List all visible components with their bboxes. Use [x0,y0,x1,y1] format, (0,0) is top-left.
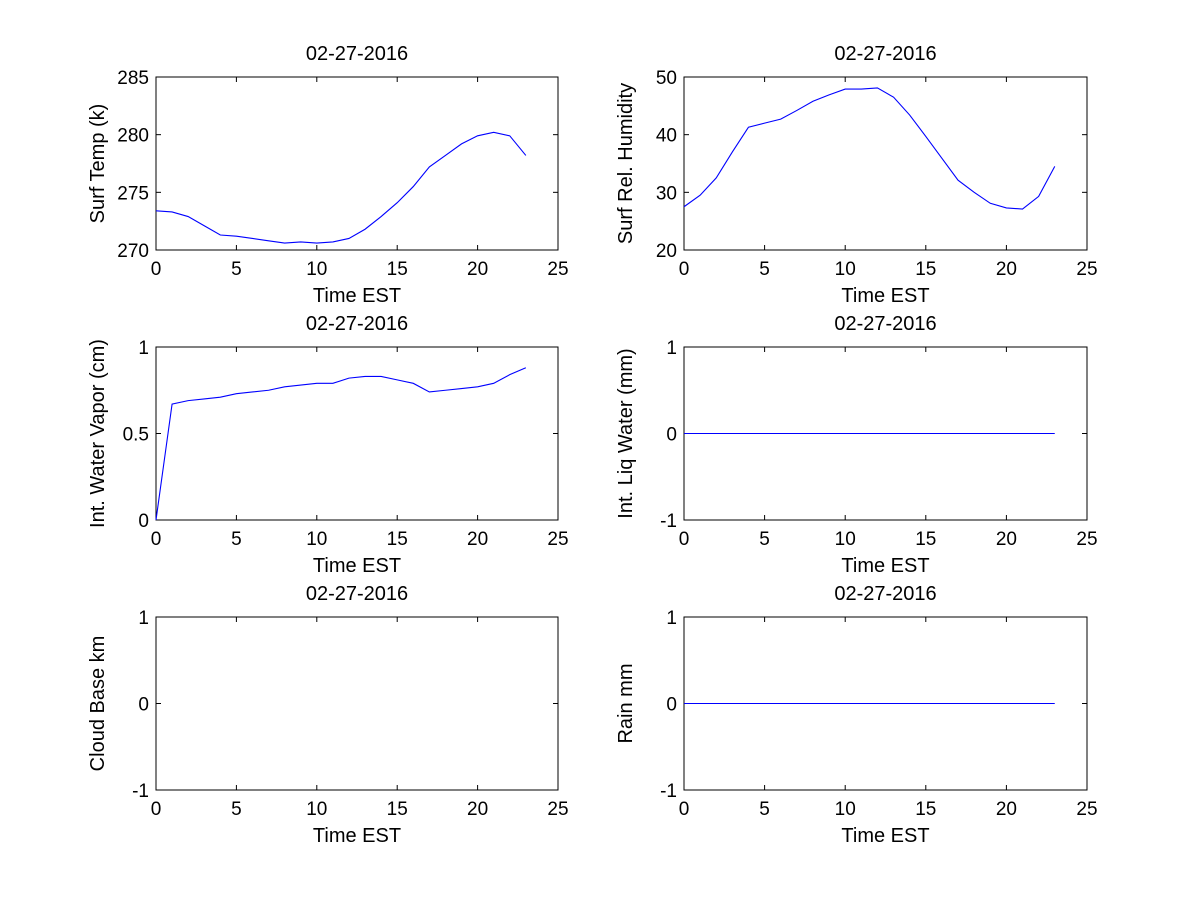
chart-title: 02-27-2016 [306,583,408,605]
chart-title: 02-27-2016 [306,313,408,335]
y-tick-label: 1 [666,608,677,629]
y-tick-label: 0 [666,695,677,716]
y-tick-label: -1 [660,511,677,532]
y-axis-label: Rain mm [615,663,637,743]
x-axis-label: Time EST [841,825,929,847]
y-tick-label: 0 [666,425,677,446]
axes-frame [155,616,559,791]
y-tick-label: 0.5 [123,425,149,446]
x-tick-label: 25 [547,259,568,280]
x-tick-label: 0 [679,529,690,550]
x-tick-label: 10 [306,259,327,280]
x-tick-label: 20 [996,799,1017,820]
x-tick-label: 5 [231,799,242,820]
axes-frame [155,346,559,521]
x-tick-label: 10 [835,259,856,280]
y-tick-label: -1 [132,781,149,802]
x-tick-label: 10 [306,529,327,550]
x-tick-label: 10 [835,799,856,820]
x-tick-label: 0 [151,529,162,550]
y-tick-label: -1 [660,781,677,802]
x-tick-label: 5 [759,799,770,820]
y-tick-label: 1 [138,338,149,359]
y-tick-label: 0 [138,511,149,532]
y-tick-label: 0 [138,695,149,716]
y-tick-label: 280 [117,126,149,147]
y-axis-label: Int. Water Vapor (cm) [87,339,109,528]
chart-title: 02-27-2016 [834,43,936,65]
x-tick-label: 0 [679,799,690,820]
x-tick-label: 5 [759,259,770,280]
x-tick-label: 15 [915,529,936,550]
x-tick-label: 15 [387,529,408,550]
y-tick-label: 275 [117,183,149,204]
y-tick-label: 40 [656,126,677,147]
x-tick-label: 0 [151,259,162,280]
x-tick-label: 5 [231,529,242,550]
x-axis-label: Time EST [313,825,401,847]
x-tick-label: 10 [835,529,856,550]
x-tick-label: 15 [915,799,936,820]
x-tick-label: 5 [231,259,242,280]
x-tick-label: 20 [996,529,1017,550]
y-axis-label: Surf Rel. Humidity [615,83,637,244]
x-tick-label: 20 [467,799,488,820]
y-tick-label: 20 [656,241,677,262]
series-line [155,367,527,521]
x-tick-label: 0 [679,259,690,280]
x-tick-label: 25 [1076,259,1097,280]
y-tick-label: 30 [656,183,677,204]
y-tick-label: 1 [138,608,149,629]
x-tick-label: 25 [547,529,568,550]
x-tick-label: 15 [387,259,408,280]
y-tick-label: 1 [666,338,677,359]
chart-title: 02-27-2016 [834,313,936,335]
x-tick-label: 20 [467,259,488,280]
y-tick-label: 270 [117,241,149,262]
x-tick-label: 25 [1076,529,1097,550]
subplot-1: 0 5 10 15 20 25 270 275 280 285 02-27-2016 Time EST… [87,43,569,307]
x-tick-label: 20 [996,259,1017,280]
x-tick-label: 25 [547,799,568,820]
chart-title: 02-27-2016 [834,583,936,605]
x-tick-label: 15 [387,799,408,820]
x-tick-label: 5 [759,529,770,550]
series-line [683,87,1056,210]
chart-title: 02-27-2016 [306,43,408,65]
axes-frame [155,76,559,251]
x-axis-label: Time EST [313,555,401,577]
y-axis-label: Surf Temp (k) [87,104,109,224]
subplot-2: 0 5 10 15 20 25 20 30 40 50 02-27-2016 Time EST Surf… [615,43,1098,307]
x-axis-label: Time EST [841,555,929,577]
y-tick-label: 50 [656,68,677,89]
x-axis-label: Time EST [313,285,401,307]
x-tick-label: 25 [1076,799,1097,820]
x-tick-label: 15 [915,259,936,280]
x-tick-label: 20 [467,529,488,550]
y-axis-label: Cloud Base km [87,636,109,772]
x-tick-label: 0 [151,799,162,820]
series-line [155,131,527,244]
y-tick-label: 285 [117,68,149,89]
x-tick-label: 10 [306,799,327,820]
y-axis-label: Int. Liq Water (mm) [615,348,637,518]
axes-frame [683,76,1088,251]
x-axis-label: Time EST [841,285,929,307]
subplot-3: 0 5 10 15 20 25 0 0.5 1 02-27-2016 Time EST Int. Wa… [87,313,569,577]
